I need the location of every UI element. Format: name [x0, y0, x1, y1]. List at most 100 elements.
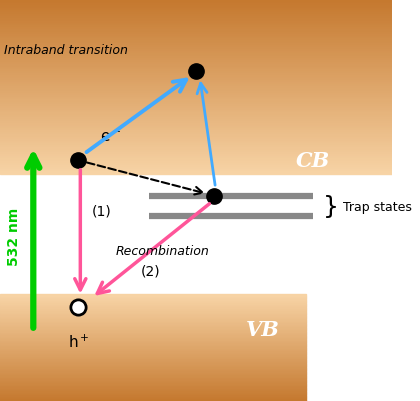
Bar — [0, 89, 392, 91]
Bar — [0, 295, 306, 296]
Bar — [0, 26, 392, 28]
Text: Recombination: Recombination — [116, 245, 209, 257]
Bar — [0, 146, 392, 148]
Bar — [0, 348, 306, 349]
Bar — [0, 328, 306, 329]
Bar — [0, 161, 392, 164]
Bar — [0, 96, 392, 98]
Bar — [0, 87, 392, 89]
Bar — [0, 299, 306, 300]
Bar — [0, 68, 392, 70]
Bar — [0, 59, 392, 61]
Bar — [0, 81, 392, 83]
Bar — [0, 140, 392, 142]
Bar — [0, 72, 392, 74]
Bar — [0, 346, 306, 348]
Text: 532 nm: 532 nm — [7, 208, 21, 265]
Bar — [0, 131, 392, 133]
Bar — [0, 385, 306, 387]
Bar — [0, 122, 392, 124]
Bar — [0, 302, 306, 303]
Bar — [0, 55, 392, 57]
Bar — [0, 308, 306, 309]
Bar — [0, 394, 306, 396]
Bar — [0, 361, 306, 363]
Bar — [0, 393, 306, 394]
Bar — [0, 103, 392, 105]
Bar — [0, 325, 306, 326]
Text: e$^-$: e$^-$ — [100, 130, 121, 144]
Bar — [0, 306, 306, 307]
Bar — [0, 159, 392, 161]
Bar — [0, 100, 392, 103]
Bar — [0, 4, 392, 6]
Bar — [0, 377, 306, 379]
Bar — [0, 33, 392, 35]
Bar — [0, 298, 306, 299]
Bar — [0, 371, 306, 372]
Bar — [0, 324, 306, 325]
Bar — [0, 157, 392, 159]
Bar — [0, 46, 392, 48]
Bar — [0, 319, 306, 320]
Bar — [0, 337, 306, 338]
Bar — [0, 120, 392, 122]
Bar — [0, 304, 306, 306]
Bar — [0, 380, 306, 381]
Bar — [0, 309, 306, 311]
Bar — [0, 360, 306, 361]
Text: VB: VB — [246, 319, 279, 339]
Bar — [0, 375, 306, 376]
Bar — [0, 61, 392, 63]
Bar — [0, 369, 306, 371]
Bar — [0, 148, 392, 150]
Bar — [0, 329, 306, 330]
Bar — [0, 384, 306, 385]
Bar — [0, 166, 392, 168]
Bar — [0, 115, 392, 118]
Bar — [0, 312, 306, 313]
Bar — [0, 118, 392, 120]
Bar — [0, 126, 392, 129]
Bar — [0, 332, 306, 333]
Bar — [0, 135, 392, 138]
Bar — [0, 296, 306, 298]
Bar — [0, 65, 392, 68]
Bar — [0, 129, 392, 131]
Bar — [0, 9, 392, 11]
Bar — [0, 28, 392, 30]
Bar — [0, 391, 306, 392]
Bar — [0, 383, 306, 384]
Bar — [0, 63, 392, 65]
Bar — [0, 83, 392, 85]
Bar — [0, 316, 306, 317]
Bar — [0, 18, 392, 20]
Bar — [0, 334, 306, 336]
Bar — [0, 153, 392, 155]
Bar — [0, 317, 306, 319]
Bar — [0, 363, 306, 364]
Bar — [0, 398, 306, 400]
Bar — [0, 303, 306, 304]
Bar — [0, 11, 392, 13]
Bar — [0, 57, 392, 59]
Bar — [0, 85, 392, 87]
Bar — [0, 91, 392, 94]
Bar — [0, 365, 306, 367]
Bar — [0, 320, 306, 321]
Bar — [0, 170, 392, 172]
Bar — [0, 344, 306, 345]
Bar — [0, 333, 306, 334]
Bar — [0, 336, 306, 337]
Bar — [0, 387, 306, 388]
Bar — [0, 379, 306, 380]
Bar — [0, 353, 306, 354]
Bar — [0, 326, 306, 328]
Bar — [0, 0, 392, 2]
Bar — [0, 340, 306, 341]
Bar — [0, 111, 392, 113]
Bar — [0, 357, 306, 358]
Bar — [0, 392, 306, 393]
Bar — [0, 79, 392, 81]
Bar — [0, 20, 392, 22]
